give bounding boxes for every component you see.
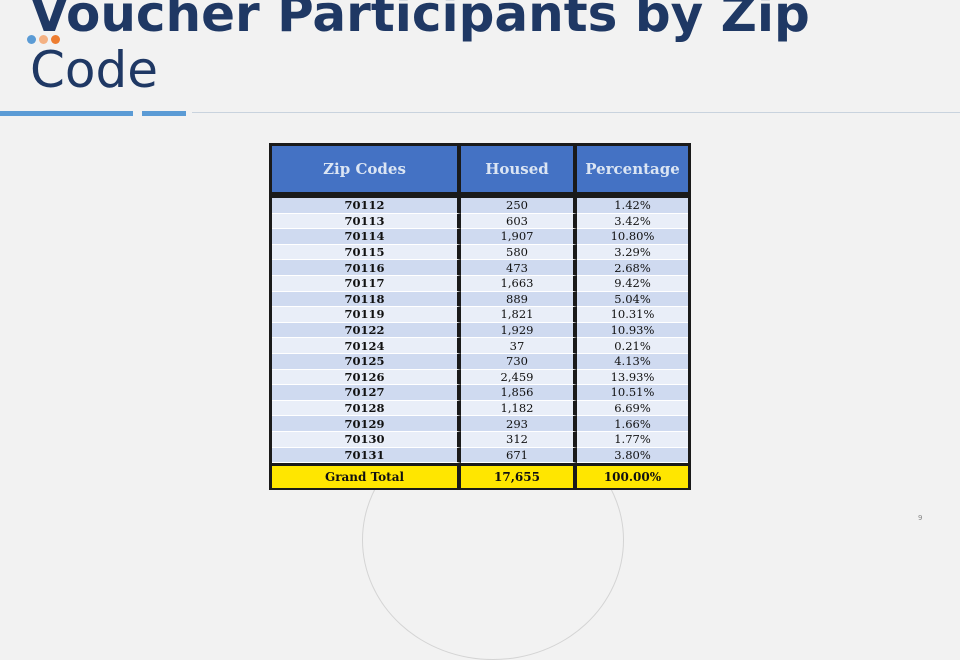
housed-cell: 312: [461, 431, 577, 448]
housed-cell: 2,459: [461, 369, 577, 386]
percentage-cell: 1.66%: [577, 416, 688, 432]
table-row: 70114 1,907 10.80%: [272, 229, 688, 245]
table-header-row: Zip Codes Housed Percentage: [272, 146, 688, 198]
housed-cell: 671: [461, 447, 577, 464]
percentage-cell: 1.77%: [577, 431, 688, 448]
grand-total-row: Grand Total 17,655 100.00%: [272, 463, 688, 489]
percentage-cell: 10.80%: [577, 229, 688, 245]
table-row: 70112 250 1.42%: [272, 198, 688, 214]
title-underline-accent: [0, 111, 133, 116]
percentage-cell: 13.93%: [577, 369, 688, 386]
table-row: 70118 889 5.04%: [272, 291, 688, 308]
table-row: 70127 1,856 10.51%: [272, 385, 688, 401]
slide-title: Voucher Participants by Zip Code: [30, 0, 850, 98]
zip-cell: 70125: [272, 353, 461, 370]
housed-cell: 1,182: [461, 400, 577, 417]
housed-cell: 473: [461, 260, 577, 276]
page-number: 9: [918, 514, 923, 522]
housed-cell: 1,929: [461, 322, 577, 339]
zip-cell: 70114: [272, 229, 461, 245]
dot-orange-icon: [51, 35, 60, 44]
percentage-cell: 10.31%: [577, 307, 688, 323]
housed-cell: 1,907: [461, 229, 577, 245]
zip-code-table: Zip Codes Housed Percentage 70112 250 1.42…: [272, 146, 688, 489]
table-row: 70131 671 3.80%: [272, 447, 688, 464]
percentage-cell: 10.51%: [577, 385, 688, 401]
table-row: 70113 603 3.42%: [272, 213, 688, 230]
zip-cell: 70127: [272, 385, 461, 401]
housed-cell: 603: [461, 213, 577, 230]
table-row: 70116 473 2.68%: [272, 260, 688, 276]
percentage-cell: 1.42%: [577, 198, 688, 214]
header-housed: Housed: [461, 146, 577, 198]
table-row: 70130 312 1.77%: [272, 431, 688, 448]
title-underline-accent-short: [142, 111, 186, 116]
percentage-cell: 0.21%: [577, 338, 688, 354]
zip-cell: 70115: [272, 244, 461, 261]
zip-code-table-image: Zip Codes Housed Percentage 70112 250 1.42…: [269, 143, 691, 490]
table-row: 70128 1,182 6.69%: [272, 400, 688, 417]
percentage-cell: 5.04%: [577, 291, 688, 308]
zip-cell: 70128: [272, 400, 461, 417]
dot-peach-icon: [39, 35, 48, 44]
title-line-2: Code: [30, 41, 159, 99]
zip-cell: 70126: [272, 369, 461, 386]
table-row: 70119 1,821 10.31%: [272, 307, 688, 323]
title-divider-line: [192, 112, 960, 113]
zip-cell: 70112: [272, 198, 461, 214]
housed-cell: 1,663: [461, 275, 577, 292]
zip-cell: 70116: [272, 260, 461, 276]
housed-cell: 580: [461, 244, 577, 261]
table-row: 70129 293 1.66%: [272, 416, 688, 432]
percentage-cell: 2.68%: [577, 260, 688, 276]
housed-cell: 37: [461, 338, 577, 354]
zip-cell: 70130: [272, 431, 461, 448]
grand-total-percentage: 100.00%: [577, 463, 688, 489]
zip-cell: 70118: [272, 291, 461, 308]
table-row: 70115 580 3.29%: [272, 244, 688, 261]
table-row: 70117 1,663 9.42%: [272, 275, 688, 292]
housed-cell: 889: [461, 291, 577, 308]
percentage-cell: 6.69%: [577, 400, 688, 417]
percentage-cell: 9.42%: [577, 275, 688, 292]
zip-cell: 70117: [272, 275, 461, 292]
housed-cell: 293: [461, 416, 577, 432]
percentage-cell: 10.93%: [577, 322, 688, 339]
housed-cell: 250: [461, 198, 577, 214]
percentage-cell: 3.80%: [577, 447, 688, 464]
table-row: 70122 1,929 10.93%: [272, 322, 688, 339]
title-line-1: Voucher Participants by Zip: [30, 0, 810, 43]
housed-cell: 730: [461, 353, 577, 370]
zip-cell: 70113: [272, 213, 461, 230]
housed-cell: 1,821: [461, 307, 577, 323]
header-zip-codes: Zip Codes: [272, 146, 461, 198]
zip-cell: 70119: [272, 307, 461, 323]
percentage-cell: 4.13%: [577, 353, 688, 370]
table-row: 70125 730 4.13%: [272, 353, 688, 370]
housed-cell: 1,856: [461, 385, 577, 401]
zip-cell: 70124: [272, 338, 461, 354]
grand-total-housed: 17,655: [461, 463, 577, 489]
percentage-cell: 3.29%: [577, 244, 688, 261]
zip-cell: 70129: [272, 416, 461, 432]
table-row: 70124 37 0.21%: [272, 338, 688, 354]
table-row: 70126 2,459 13.93%: [272, 369, 688, 386]
zip-cell: 70131: [272, 447, 461, 464]
zip-cell: 70122: [272, 322, 461, 339]
dot-blue-icon: [27, 35, 36, 44]
grand-total-label: Grand Total: [272, 463, 461, 489]
decorative-dots: [27, 35, 60, 44]
header-percentage: Percentage: [577, 146, 688, 198]
percentage-cell: 3.42%: [577, 213, 688, 230]
